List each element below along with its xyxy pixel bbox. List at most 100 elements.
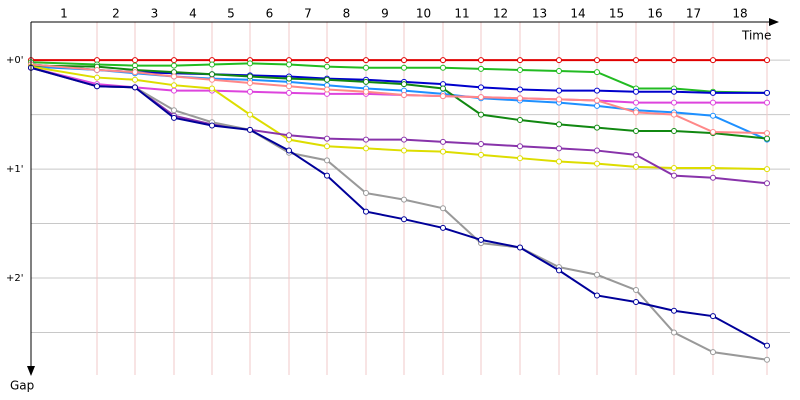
data-point: [764, 135, 770, 142]
y-tick-label: +1': [6, 164, 24, 175]
data-point: [132, 57, 138, 64]
data-point: [324, 135, 330, 142]
data-point: [671, 111, 677, 118]
data-point: [633, 99, 639, 106]
data-point: [633, 88, 639, 95]
data-point: [594, 147, 600, 154]
data-point: [710, 129, 716, 136]
data-point: [594, 271, 600, 278]
data-point: [247, 80, 253, 87]
x-tick-label: 7: [304, 7, 312, 21]
data-point: [710, 313, 716, 320]
y-axis-title: Gap: [10, 379, 34, 393]
data-point: [594, 160, 600, 167]
data-point: [209, 71, 215, 78]
data-point: [363, 190, 369, 197]
data-point: [401, 147, 407, 154]
data-point: [517, 117, 523, 124]
data-point: [440, 93, 446, 100]
data-point: [401, 196, 407, 203]
data-point: [556, 158, 562, 165]
data-point: [440, 85, 446, 92]
data-point: [286, 75, 292, 82]
y-tick-label: +0': [6, 55, 24, 66]
data-point: [94, 74, 100, 81]
data-point: [286, 89, 292, 96]
data-point: [764, 342, 770, 349]
x-tick-label: 17: [686, 7, 701, 21]
x-tick-label: 2: [112, 7, 120, 21]
data-point: [440, 57, 446, 64]
data-point: [324, 63, 330, 70]
data-point: [209, 61, 215, 68]
data-point: [478, 111, 484, 118]
data-point: [247, 60, 253, 67]
x-axis-title: Time: [741, 29, 771, 43]
x-tick-label: 6: [266, 7, 274, 21]
data-point: [764, 57, 770, 64]
data-point: [764, 356, 770, 363]
x-tick-label: 16: [647, 7, 662, 21]
data-point: [440, 138, 446, 145]
data-point: [363, 64, 369, 71]
data-point: [247, 126, 253, 133]
x-tick-label: 10: [416, 7, 431, 21]
data-point: [401, 91, 407, 98]
data-point: [671, 127, 677, 134]
data-point: [324, 86, 330, 93]
data-point: [594, 69, 600, 76]
data-point: [94, 83, 100, 90]
data-point: [556, 267, 562, 274]
data-point: [517, 244, 523, 251]
data-point: [633, 109, 639, 116]
data-point: [764, 166, 770, 173]
data-point: [478, 65, 484, 72]
data-point: [478, 84, 484, 91]
data-point: [594, 102, 600, 109]
data-point: [171, 73, 177, 80]
data-point: [363, 88, 369, 95]
data-point: [324, 57, 330, 64]
data-point: [247, 111, 253, 118]
data-point: [132, 69, 138, 76]
x-tick-label: 11: [454, 7, 469, 21]
data-point: [286, 132, 292, 139]
data-point: [171, 62, 177, 69]
data-point: [440, 64, 446, 71]
data-point: [594, 87, 600, 94]
x-tick-label: 3: [151, 7, 159, 21]
data-point: [171, 87, 177, 94]
data-point: [764, 130, 770, 137]
data-point: [209, 85, 215, 92]
data-point: [209, 122, 215, 129]
data-point: [171, 107, 177, 114]
data-point: [633, 151, 639, 158]
data-point: [171, 114, 177, 121]
x-tick-label: 4: [189, 7, 197, 21]
data-point: [710, 164, 716, 171]
x-tick-label: 14: [570, 7, 585, 21]
data-point: [478, 94, 484, 101]
data-point: [710, 174, 716, 181]
data-point: [363, 208, 369, 215]
data-point: [633, 163, 639, 170]
series-line: [30, 66, 768, 347]
data-point: [171, 82, 177, 89]
data-point: [478, 57, 484, 64]
data-point: [401, 216, 407, 223]
x-tick-label: 8: [343, 7, 351, 21]
data-point: [517, 155, 523, 162]
data-point: [764, 89, 770, 96]
data-point: [764, 99, 770, 106]
data-point: [517, 66, 523, 73]
data-point: [594, 124, 600, 131]
data-point: [594, 97, 600, 104]
data-point: [671, 307, 677, 314]
x-tick-label: 13: [532, 7, 547, 21]
data-point: [324, 157, 330, 164]
series-line: [30, 63, 768, 135]
data-point: [440, 148, 446, 155]
data-point: [556, 145, 562, 152]
data-point: [633, 287, 639, 294]
